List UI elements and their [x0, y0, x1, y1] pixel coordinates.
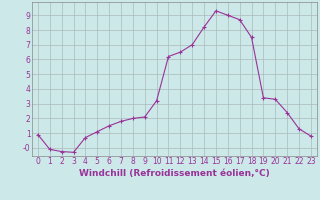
X-axis label: Windchill (Refroidissement éolien,°C): Windchill (Refroidissement éolien,°C) — [79, 169, 270, 178]
